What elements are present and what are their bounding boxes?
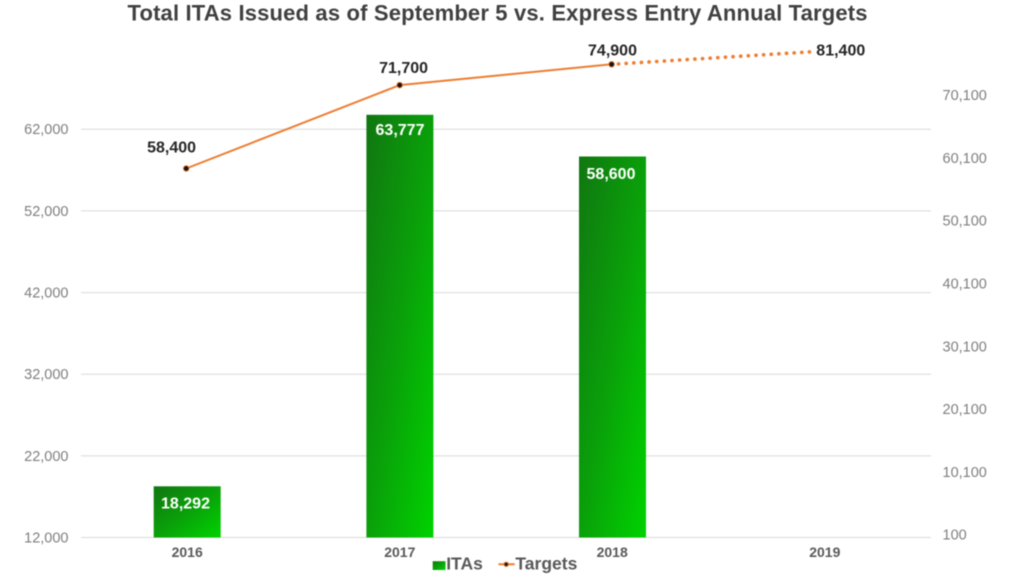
svg-text:22,000: 22,000	[24, 449, 68, 465]
svg-text:74,900: 74,900	[588, 43, 637, 60]
svg-text:58,600: 58,600	[587, 166, 636, 183]
svg-text:50,100: 50,100	[943, 214, 987, 230]
svg-text:58,400: 58,400	[147, 140, 196, 157]
svg-text:20,100: 20,100	[943, 402, 987, 418]
svg-text:63,777: 63,777	[376, 122, 425, 139]
svg-text:52,000: 52,000	[24, 204, 68, 220]
svg-text:2017: 2017	[384, 544, 415, 560]
svg-text:42,000: 42,000	[24, 286, 68, 302]
svg-text:Targets: Targets	[515, 553, 577, 573]
svg-text:81,400: 81,400	[816, 42, 865, 59]
svg-text:32,000: 32,000	[24, 367, 68, 383]
svg-text:18,292: 18,292	[161, 496, 210, 513]
svg-text:100: 100	[943, 528, 967, 544]
svg-text:40,100: 40,100	[943, 277, 987, 293]
svg-text:10,100: 10,100	[943, 465, 987, 481]
svg-text:12,000: 12,000	[24, 530, 68, 546]
svg-text:2019: 2019	[809, 544, 840, 560]
svg-text:30,100: 30,100	[943, 339, 987, 355]
svg-text:Total ITAs Issued as of Septem: Total ITAs Issued as of September 5 vs. …	[128, 1, 868, 26]
svg-text:71,700: 71,700	[379, 60, 428, 77]
svg-text:ITAs: ITAs	[446, 553, 483, 573]
svg-text:2018: 2018	[597, 544, 628, 560]
svg-text:2016: 2016	[172, 544, 203, 560]
svg-text:60,100: 60,100	[943, 151, 987, 167]
svg-text:70,100: 70,100	[943, 88, 987, 104]
svg-text:62,000: 62,000	[24, 122, 68, 138]
